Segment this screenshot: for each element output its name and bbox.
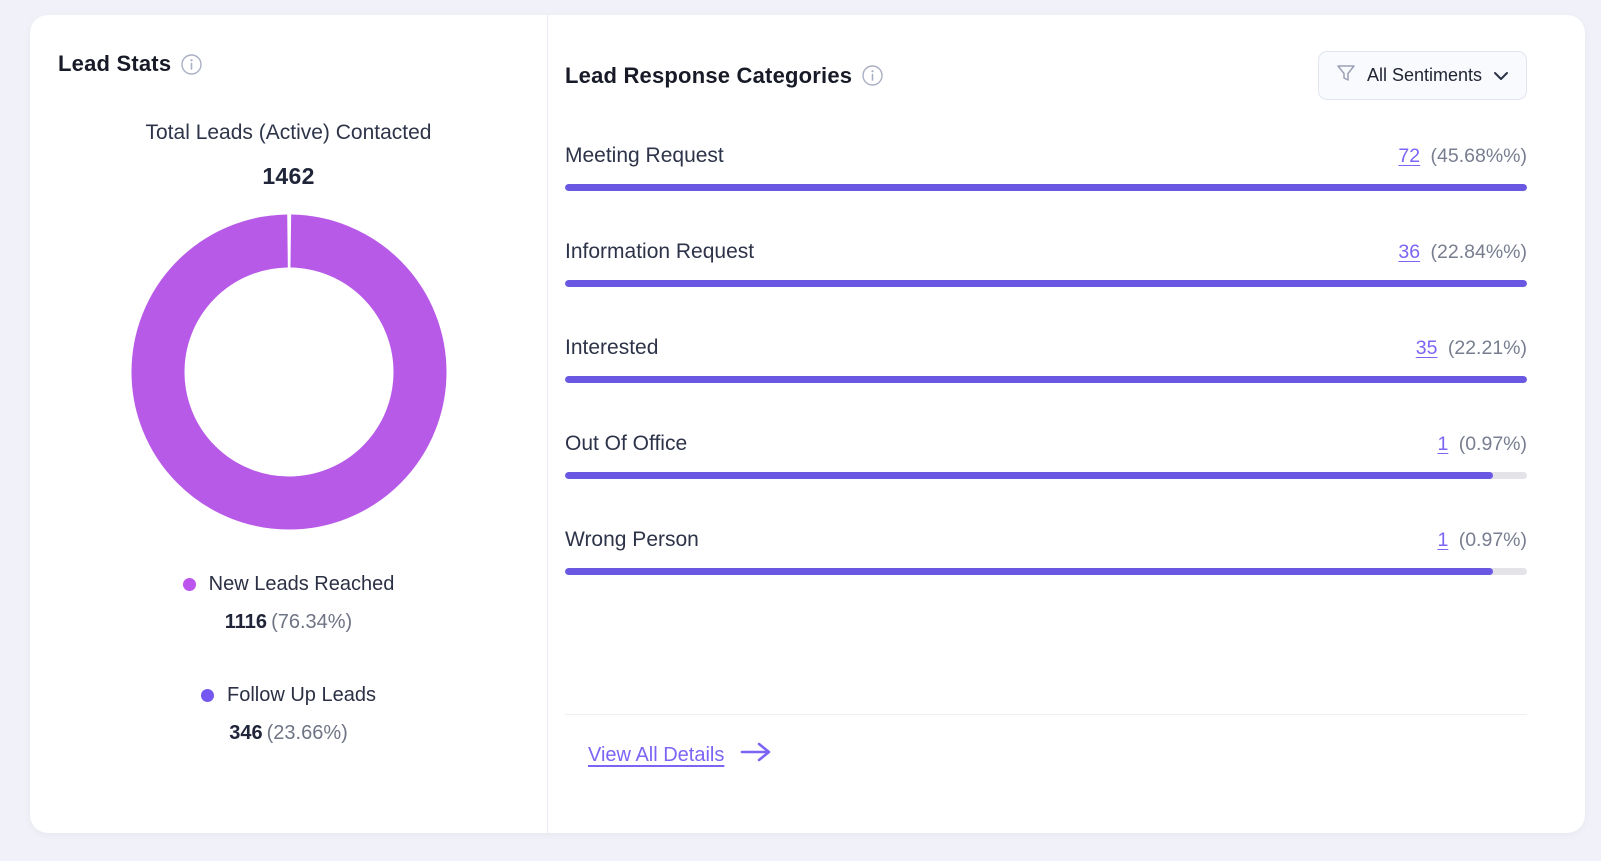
category-value: 35 (22.21%): [1416, 337, 1527, 360]
sentiments-filter-button[interactable]: All Sentiments: [1317, 51, 1527, 100]
category-progress-fill: [565, 184, 1527, 191]
category-row: Out Of Office 1 (0.97%): [565, 432, 1527, 479]
follow-up-label: Follow Up Leads: [227, 684, 376, 706]
follow-up-dot-icon: [201, 689, 215, 702]
category-progress-fill: [565, 376, 1527, 383]
info-icon[interactable]: [181, 53, 202, 75]
category-row: Interested 35 (22.21%): [565, 336, 1527, 383]
total-leads-value: 1462: [262, 163, 315, 189]
category-progress-track: [565, 280, 1527, 287]
chevron-down-icon: [1493, 65, 1509, 86]
category-value: 1 (0.97%): [1437, 529, 1527, 552]
total-leads-label: Total Leads (Active) Contacted: [145, 121, 432, 144]
category-count-link[interactable]: 35: [1415, 337, 1438, 359]
lead-response-header: Lead Response Categories All Sentiments: [565, 51, 1527, 100]
new-leads-count: 1116: [224, 611, 268, 633]
category-progress-fill: [565, 472, 1494, 479]
filter-funnel-icon: [1336, 63, 1356, 88]
category-row: Meeting Request 72 (45.68%%): [565, 144, 1527, 191]
category-value: 72 (45.68%%): [1398, 145, 1527, 168]
follow-up-percent: (23.66%): [266, 722, 348, 744]
arrow-right-icon: [739, 741, 773, 769]
category-progress-track: [565, 568, 1527, 575]
category-progress-track: [565, 472, 1527, 479]
info-icon[interactable]: [862, 65, 883, 86]
lead-response-title: Lead Response Categories: [565, 62, 853, 88]
category-label: Wrong Person: [565, 528, 699, 551]
category-percent: (45.68%%): [1430, 145, 1527, 167]
category-value: 36 (22.84%%): [1398, 241, 1527, 264]
category-value: 1 (0.97%): [1437, 433, 1527, 456]
lead-stats-panel: Lead Stats Total Leads (Active) Contacte…: [30, 15, 548, 833]
new-leads-label: New Leads Reached: [208, 573, 395, 595]
category-progress-track: [565, 184, 1527, 191]
sentiments-filter-label: All Sentiments: [1366, 65, 1482, 85]
donut-chart: [131, 214, 447, 535]
category-percent: (22.84%%): [1430, 241, 1527, 263]
category-count-link[interactable]: 1: [1437, 529, 1449, 551]
view-all-details-link[interactable]: View All Details: [588, 741, 773, 769]
lead-stats-header: Lead Stats: [58, 51, 519, 77]
category-percent: (0.97%): [1458, 433, 1527, 455]
category-count-link[interactable]: 72: [1398, 145, 1421, 167]
category-label: Meeting Request: [565, 144, 724, 167]
category-label: Interested: [565, 336, 659, 359]
category-count-link[interactable]: 1: [1437, 433, 1449, 455]
follow-up-count: 346: [229, 722, 263, 744]
category-progress-fill: [565, 280, 1527, 287]
view-all-details-label: View All Details: [588, 743, 725, 766]
category-percent: (0.97%): [1458, 529, 1527, 551]
lead-response-panel: Lead Response Categories All Sentiments: [548, 15, 1585, 833]
category-progress-track: [565, 376, 1527, 383]
lead-response-title-group: Lead Response Categories: [565, 63, 883, 89]
legend-item-new-leads: New Leads Reached: [58, 573, 519, 596]
category-label: Out Of Office: [565, 432, 688, 455]
lead-stats-title: Lead Stats: [58, 51, 172, 76]
new-leads-percent: (76.34%): [271, 611, 353, 633]
category-row: Wrong Person 1 (0.97%): [565, 528, 1527, 575]
dashboard-card: Lead Stats Total Leads (Active) Contacte…: [30, 15, 1585, 833]
new-leads-dot-icon: [182, 578, 196, 591]
category-list: Meeting Request 72 (45.68%%) Information…: [565, 144, 1527, 624]
category-row: Information Request 36 (22.84%%): [565, 240, 1527, 287]
category-label: Information Request: [565, 240, 755, 263]
category-progress-fill: [565, 568, 1494, 575]
new-leads-value: 1116 (76.34%): [58, 611, 519, 634]
lead-response-footer: View All Details: [565, 714, 1527, 803]
category-count-link[interactable]: 36: [1398, 241, 1421, 263]
follow-up-value: 346 (23.66%): [58, 722, 519, 745]
legend-item-follow-up: Follow Up Leads: [58, 684, 519, 707]
category-percent: (22.21%): [1447, 337, 1527, 359]
